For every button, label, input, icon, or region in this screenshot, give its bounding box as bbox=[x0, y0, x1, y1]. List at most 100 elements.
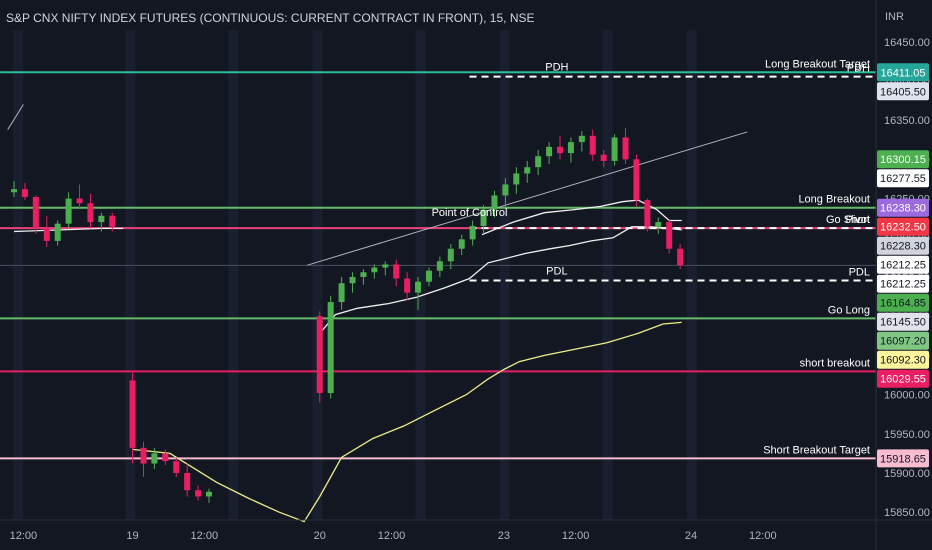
candle-body bbox=[491, 195, 498, 210]
candle-body bbox=[600, 154, 607, 161]
candle-body bbox=[11, 189, 17, 193]
price-badge-label: 16405.50 bbox=[880, 86, 926, 98]
candle-body bbox=[206, 491, 212, 497]
candle-body bbox=[404, 278, 411, 293]
price-badge-label: 16097.20 bbox=[880, 336, 926, 348]
candle-body bbox=[469, 226, 476, 240]
level-label: Go Short bbox=[826, 214, 870, 226]
indicator-lines bbox=[7, 104, 748, 523]
candle-body bbox=[622, 137, 629, 160]
candle-body bbox=[589, 135, 596, 155]
price-badge bbox=[877, 312, 929, 331]
candle-body bbox=[578, 135, 585, 143]
level-label: short breakout bbox=[800, 357, 870, 369]
level-label: Short Breakout Target bbox=[763, 444, 870, 456]
price-badge-label: 16300.15 bbox=[880, 154, 926, 166]
candle-body bbox=[162, 453, 169, 462]
candle-body bbox=[371, 267, 378, 273]
price-badge bbox=[877, 217, 929, 236]
price-badge bbox=[877, 169, 929, 188]
candle-body bbox=[655, 222, 662, 227]
candle-body bbox=[557, 146, 563, 154]
currency-label: INR bbox=[885, 11, 904, 23]
vwap-yellow-line bbox=[132, 321, 682, 523]
candle-body bbox=[502, 184, 509, 196]
price-badge-label: 15918.65 bbox=[880, 453, 926, 465]
y-tick-label: 15950.00 bbox=[884, 429, 930, 441]
vwap-line bbox=[319, 226, 682, 334]
session-band bbox=[228, 30, 239, 520]
candle-body bbox=[360, 272, 367, 277]
candle-body bbox=[349, 276, 356, 284]
candle-body bbox=[447, 248, 454, 262]
candle-body bbox=[393, 264, 400, 279]
level-annotation: PDH bbox=[545, 62, 568, 74]
candle-body bbox=[327, 302, 334, 393]
price-badge-label: 16228.30 bbox=[880, 241, 926, 253]
candle-body bbox=[43, 228, 50, 241]
candle-body bbox=[151, 453, 158, 464]
y-tick-label: 16350.00 bbox=[884, 115, 930, 127]
price-badge-label: 16145.50 bbox=[880, 317, 926, 329]
x-tick-label: 12:00 bbox=[562, 530, 590, 542]
price-badge bbox=[877, 198, 929, 217]
candle-body bbox=[436, 261, 443, 271]
chart-title: S&P CNX NIFTY INDEX FUTURES (CONTINUOUS:… bbox=[6, 11, 535, 25]
price-badge-label: 16092.30 bbox=[880, 355, 926, 367]
x-tick-label: 12:00 bbox=[191, 530, 219, 542]
price-badge-label: 16212.25 bbox=[880, 279, 926, 291]
price-badge bbox=[877, 350, 929, 369]
candle-body bbox=[677, 248, 684, 266]
price-badge-label: 16232.50 bbox=[880, 222, 926, 234]
level-label: PDL bbox=[849, 266, 870, 278]
candle-body bbox=[535, 156, 542, 168]
vwap-line bbox=[481, 199, 682, 236]
price-badge bbox=[877, 369, 929, 388]
level-annotation: PDL bbox=[546, 265, 567, 277]
candle-body bbox=[140, 447, 147, 464]
candle-body bbox=[567, 142, 574, 154]
trendline bbox=[7, 104, 24, 130]
candle-body bbox=[87, 203, 94, 223]
candle-body bbox=[415, 281, 422, 293]
candle-body bbox=[109, 215, 116, 227]
x-tick-label: 24 bbox=[685, 530, 697, 542]
candle-body bbox=[338, 283, 345, 303]
y-tick-label: 15900.00 bbox=[884, 468, 930, 480]
session-band bbox=[686, 30, 697, 520]
y-tick-label: 16450.00 bbox=[884, 37, 930, 49]
level-label: PDH bbox=[847, 63, 870, 75]
candle-body bbox=[382, 264, 389, 268]
candles bbox=[11, 128, 684, 503]
candle-body bbox=[644, 200, 651, 227]
candle-body bbox=[54, 223, 61, 241]
candle-body bbox=[633, 159, 640, 201]
candle-body bbox=[524, 167, 531, 174]
price-badge bbox=[877, 331, 929, 350]
x-tick-label: 23 bbox=[498, 530, 510, 542]
x-tick-label: 12:00 bbox=[378, 530, 406, 542]
level-label: Go Long bbox=[828, 304, 870, 316]
candle-body bbox=[425, 270, 432, 282]
price-badges: 16411.05 16405.50 16300.15 16277.55 16238.30… bbox=[877, 63, 929, 468]
level-annotation: Point of Control bbox=[432, 207, 508, 219]
price-badge bbox=[877, 274, 929, 293]
price-badge-label: 16164.85 bbox=[880, 298, 926, 310]
price-badge-label: 16212.25 bbox=[880, 260, 926, 272]
price-badge-label: 16029.55 bbox=[880, 374, 926, 386]
session-band bbox=[125, 30, 136, 520]
candle-body bbox=[316, 316, 323, 393]
x-tick-label: 12:00 bbox=[10, 530, 38, 542]
session-band bbox=[312, 30, 323, 520]
trendline bbox=[307, 131, 748, 266]
price-badge-label: 16277.55 bbox=[880, 173, 926, 185]
x-tick-label: 19 bbox=[126, 530, 138, 542]
level-label: Long Breakout bbox=[798, 194, 870, 206]
candle-body bbox=[65, 198, 72, 224]
candle-body bbox=[195, 490, 202, 497]
candle-body bbox=[129, 380, 136, 448]
session-band bbox=[499, 30, 510, 520]
y-tick-label: 15850.00 bbox=[884, 507, 930, 519]
